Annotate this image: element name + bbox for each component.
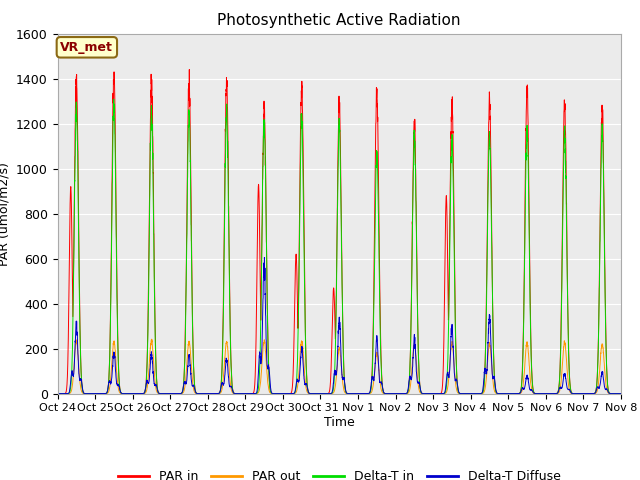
PAR in <box>54 391 61 396</box>
Delta-T in <box>110 96 118 102</box>
PAR in <box>435 391 442 396</box>
PAR in <box>466 391 474 396</box>
PAR in <box>319 391 326 396</box>
PAR out <box>148 336 156 342</box>
Delta-T Diffuse <box>466 391 474 396</box>
PAR in <box>617 391 625 396</box>
Delta-T in <box>498 391 506 396</box>
PAR in <box>498 391 506 396</box>
PAR in <box>186 67 193 72</box>
Title: Photosynthetic Active Radiation: Photosynthetic Active Radiation <box>218 13 461 28</box>
Line: Delta-T Diffuse: Delta-T Diffuse <box>58 257 621 394</box>
Legend: PAR in, PAR out, Delta-T in, Delta-T Diffuse: PAR in, PAR out, Delta-T in, Delta-T Dif… <box>113 465 566 480</box>
Delta-T Diffuse <box>617 391 625 396</box>
Y-axis label: PAR (umol/m2/s): PAR (umol/m2/s) <box>0 162 10 265</box>
Delta-T Diffuse <box>498 391 506 396</box>
Delta-T Diffuse <box>155 390 163 396</box>
Delta-T in <box>155 390 163 396</box>
Delta-T Diffuse <box>54 391 61 396</box>
Text: VR_met: VR_met <box>60 41 113 54</box>
PAR in <box>155 390 163 396</box>
PAR out <box>466 391 474 396</box>
PAR in <box>616 391 624 396</box>
Delta-T in <box>617 391 625 396</box>
PAR out <box>435 391 442 396</box>
X-axis label: Time: Time <box>324 416 355 429</box>
Delta-T in <box>435 391 442 396</box>
Delta-T Diffuse <box>319 391 326 396</box>
PAR out <box>155 391 163 396</box>
Delta-T Diffuse <box>616 391 624 396</box>
Delta-T in <box>616 391 624 396</box>
PAR out <box>319 391 326 396</box>
Line: PAR in: PAR in <box>58 70 621 394</box>
PAR out <box>54 391 61 396</box>
Delta-T in <box>466 391 474 396</box>
Delta-T in <box>54 391 61 396</box>
PAR out <box>616 391 624 396</box>
PAR out <box>498 391 506 396</box>
PAR out <box>617 391 625 396</box>
Delta-T Diffuse <box>435 391 442 396</box>
Delta-T Diffuse <box>260 254 268 260</box>
Line: Delta-T in: Delta-T in <box>58 99 621 394</box>
Line: PAR out: PAR out <box>58 339 621 394</box>
Delta-T in <box>319 391 326 396</box>
